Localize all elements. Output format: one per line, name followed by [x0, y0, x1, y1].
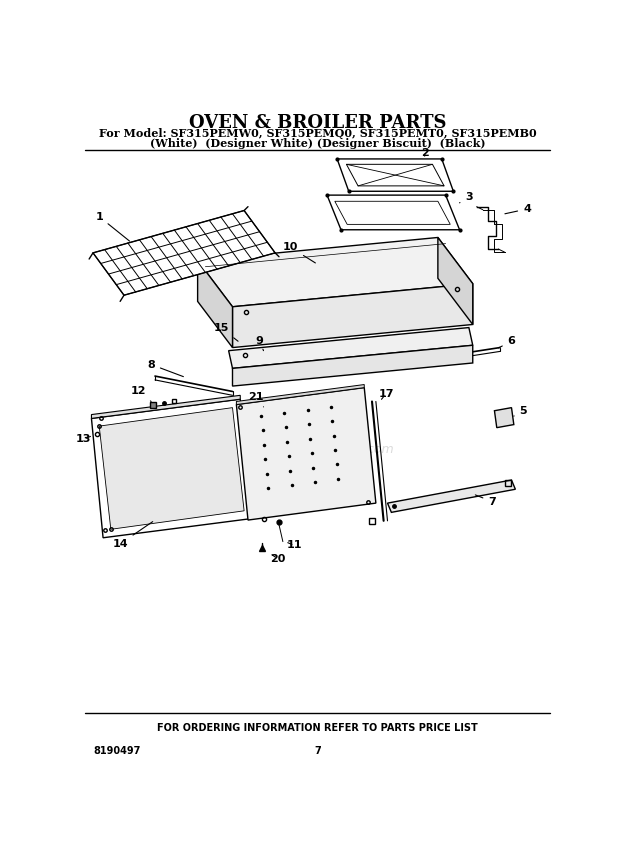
Text: OVEN & BROILER PARTS: OVEN & BROILER PARTS — [189, 114, 446, 132]
Text: 6: 6 — [498, 336, 515, 348]
Text: 3: 3 — [459, 192, 472, 203]
Text: 20: 20 — [270, 554, 285, 563]
Text: 10: 10 — [283, 242, 316, 263]
Polygon shape — [236, 384, 365, 405]
Polygon shape — [495, 407, 514, 428]
Text: 12: 12 — [130, 386, 151, 401]
Polygon shape — [388, 480, 515, 513]
Polygon shape — [438, 237, 472, 324]
Text: 21: 21 — [248, 392, 264, 407]
Text: (White)  (Designer White) (Designer Biscuit)  (Black): (White) (Designer White) (Designer Biscu… — [150, 138, 485, 149]
Text: 1: 1 — [95, 211, 130, 241]
Text: For Model: SF315PEMW0, SF315PEMQ0, SF315PEMT0, SF315PEMB0: For Model: SF315PEMW0, SF315PEMQ0, SF315… — [99, 128, 536, 139]
Text: 4: 4 — [505, 204, 531, 214]
Polygon shape — [92, 399, 252, 538]
Polygon shape — [327, 195, 459, 229]
Polygon shape — [198, 237, 472, 306]
Text: 9: 9 — [255, 336, 264, 351]
Polygon shape — [198, 260, 232, 348]
Text: 7: 7 — [476, 495, 496, 507]
Polygon shape — [347, 164, 444, 186]
Polygon shape — [99, 407, 244, 529]
Polygon shape — [236, 388, 376, 520]
Polygon shape — [335, 201, 450, 224]
Polygon shape — [232, 345, 472, 386]
Text: 14: 14 — [112, 521, 153, 549]
Polygon shape — [92, 395, 241, 419]
Text: 17: 17 — [378, 389, 394, 399]
Text: 2: 2 — [421, 148, 428, 158]
Text: 15: 15 — [214, 324, 238, 342]
Text: 7: 7 — [314, 746, 321, 756]
Polygon shape — [229, 328, 472, 368]
Polygon shape — [93, 211, 275, 295]
Text: FOR ORDERING INFORMATION REFER TO PARTS PRICE LIST: FOR ORDERING INFORMATION REFER TO PARTS … — [157, 723, 478, 734]
Polygon shape — [337, 159, 453, 191]
Text: eReplacementParts.com: eReplacementParts.com — [241, 443, 394, 455]
Polygon shape — [232, 283, 472, 348]
Text: 13: 13 — [76, 434, 91, 444]
Text: 5: 5 — [514, 406, 527, 416]
Text: 8: 8 — [148, 360, 184, 377]
Text: 8190497: 8190497 — [93, 746, 140, 756]
Text: 11: 11 — [286, 540, 303, 550]
